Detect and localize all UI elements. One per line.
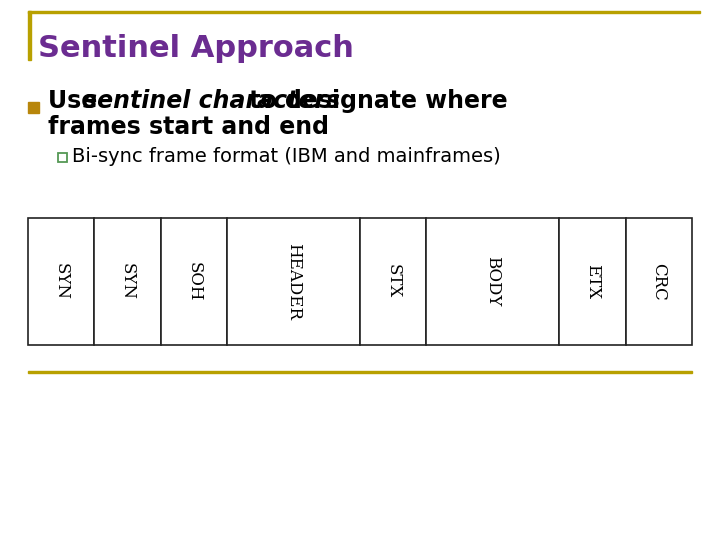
Text: SYN: SYN	[53, 263, 70, 300]
Bar	[228, 218, 360, 345]
Text: Use: Use	[48, 89, 106, 113]
Text: ETX: ETX	[584, 264, 601, 299]
Text: CRC: CRC	[650, 262, 667, 300]
Bar	[28, 11, 30, 60]
Text: Sentinel Approach: Sentinel Approach	[38, 34, 354, 63]
Text: to designate where: to designate where	[241, 89, 508, 113]
Text: STX: STX	[384, 265, 402, 299]
Bar	[28, 10, 700, 13]
Text: BODY: BODY	[485, 256, 501, 307]
Text: Bi-sync frame format (IBM and mainframes): Bi-sync frame format (IBM and mainframes…	[72, 147, 500, 166]
Bar	[626, 218, 692, 345]
Bar	[28, 102, 39, 112]
Text: frames start and end: frames start and end	[48, 115, 329, 139]
Bar	[94, 218, 161, 345]
Text: sentinel characters: sentinel characters	[83, 89, 340, 113]
Bar	[161, 218, 228, 345]
Text: HEADER: HEADER	[285, 243, 302, 320]
Bar	[559, 218, 626, 345]
Bar	[58, 152, 67, 161]
Bar	[426, 218, 559, 345]
Text: SOH: SOH	[186, 262, 202, 301]
Bar	[360, 218, 426, 345]
Bar	[28, 370, 692, 373]
Text: SYN: SYN	[119, 263, 136, 300]
Bar	[28, 218, 94, 345]
